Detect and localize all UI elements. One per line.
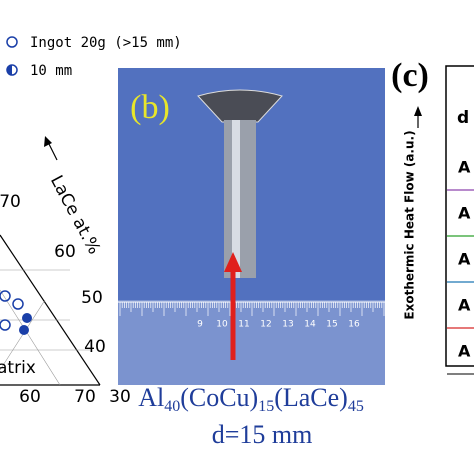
- ruler-number: 9: [197, 320, 203, 330]
- row-label: A: [458, 250, 471, 269]
- panel-label: (b): [130, 89, 170, 126]
- legend-rows: A A A A A: [447, 158, 474, 375]
- legend-marker-open: [6, 36, 18, 48]
- ruler-number: 13: [282, 320, 293, 330]
- arrow-head: [414, 106, 422, 116]
- formula-sub: 15: [258, 398, 274, 415]
- row-label: A: [458, 204, 471, 223]
- legend-text: 10 mm: [30, 63, 72, 79]
- ruler-ticks: 9 10 11 12 13 14 15 16: [118, 301, 385, 330]
- formula: Al40(CoCu)15(LaCe)45: [138, 383, 364, 415]
- axis-arrow: [47, 141, 58, 161]
- arrow-head: [224, 252, 242, 272]
- ruler-number: 12: [260, 320, 271, 330]
- ruler-number: 15: [326, 320, 337, 330]
- grid-line: [0, 289, 61, 386]
- triangle-edge: [0, 234, 101, 386]
- formula-sub: 45: [348, 398, 364, 415]
- formula-part: Al: [138, 383, 164, 412]
- formula-sub: 40: [164, 398, 180, 415]
- formula-part: (LaCe): [274, 383, 348, 412]
- region-label: atrix: [0, 358, 36, 378]
- tick-label: 40: [84, 337, 106, 357]
- row-label: A: [458, 342, 471, 361]
- point: [22, 313, 32, 323]
- point: [12, 298, 24, 310]
- rod-top: [197, 89, 283, 123]
- point: [19, 325, 29, 335]
- arrow-head: [44, 136, 52, 147]
- panel-label: (c): [391, 57, 429, 94]
- tick-label: 70: [74, 387, 96, 407]
- legend-text: Ingot 20g (>15 mm): [30, 35, 182, 51]
- ruler-number: 14: [304, 320, 316, 330]
- rod-highlight: [232, 120, 240, 278]
- plot-frame: [445, 65, 474, 367]
- tick-label: 30: [109, 387, 131, 407]
- ruler-number: 11: [238, 320, 249, 330]
- tick-label: 70: [0, 192, 21, 212]
- ruler-number: 10: [216, 320, 228, 330]
- tick-label: 50: [81, 288, 103, 308]
- grid-line: [0, 299, 46, 371]
- ternary: LaCe at.% 70 60 50 40 30 60 70 atrix: [0, 136, 131, 407]
- legend-header: d: [457, 108, 469, 128]
- tick-label: 60: [19, 387, 41, 407]
- formula-part: (CoCu): [180, 383, 258, 412]
- diameter: d=15 mm: [212, 420, 313, 449]
- legend-marker-fill: [7, 65, 12, 75]
- tick-label: 60: [54, 242, 76, 262]
- point: [0, 290, 11, 302]
- ruler: [118, 300, 385, 385]
- photo: 9 10 11 12 13 14 15 16 (b): [118, 68, 385, 385]
- row-label: A: [458, 158, 471, 177]
- y-axis-label: Exothermic Heat Flow (a.u.): [403, 130, 417, 319]
- row-label: A: [458, 296, 471, 315]
- point: [0, 319, 11, 331]
- ruler-number: 16: [348, 320, 360, 330]
